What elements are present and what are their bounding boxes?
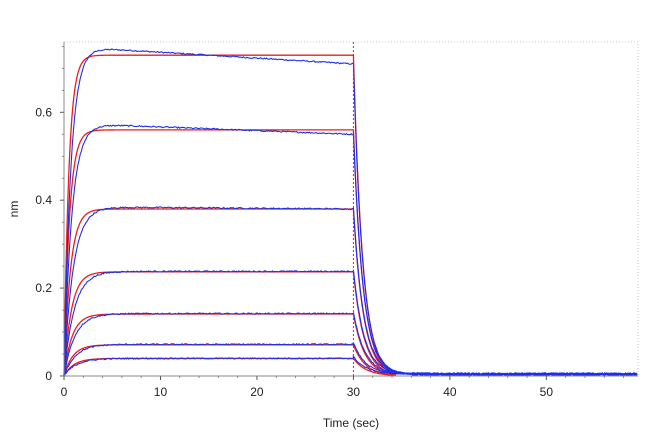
x-tick-label-0: 0 bbox=[61, 385, 68, 399]
x-tick-label-10: 10 bbox=[154, 385, 168, 399]
x-axis-title: Time (sec) bbox=[323, 416, 379, 430]
y-axis-title: nm bbox=[7, 201, 21, 218]
x-tick-label-40: 40 bbox=[443, 385, 457, 399]
y-tick-label-0: 0 bbox=[45, 369, 52, 383]
x-tick-label-30: 30 bbox=[347, 385, 361, 399]
y-tick-label-0.2: 0.2 bbox=[35, 281, 52, 295]
y-tick-label-0.6: 0.6 bbox=[35, 105, 52, 119]
x-tick-label-50: 50 bbox=[540, 385, 554, 399]
x-tick-label-20: 20 bbox=[250, 385, 264, 399]
y-tick-label-0.4: 0.4 bbox=[35, 193, 52, 207]
sensorgram-chart: 0 10 20 30 40 50 0 0.2 0.4 0.6 Time (sec) nm bbox=[0, 0, 650, 436]
